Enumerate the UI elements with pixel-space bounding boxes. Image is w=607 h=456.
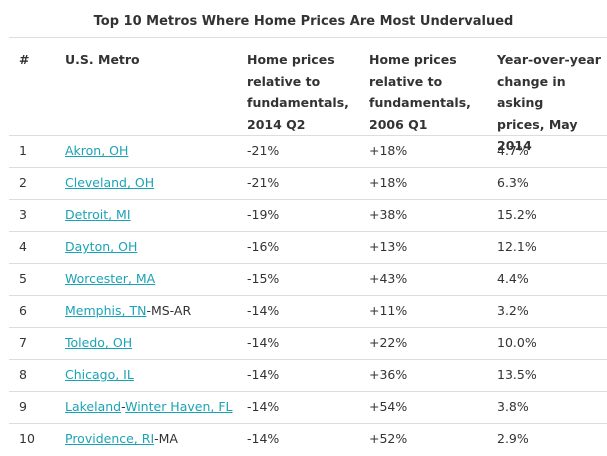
metro-suffix: -MS-AR bbox=[146, 303, 192, 318]
rel-2006-value: +38% bbox=[369, 207, 408, 222]
metro-link[interactable]: Lakeland bbox=[65, 399, 122, 414]
header-yoy: Year-over-year change in asking prices, … bbox=[497, 49, 607, 157]
rel-2014-value: -15% bbox=[247, 271, 280, 286]
metro-link[interactable]: Chicago, IL bbox=[65, 367, 134, 382]
metro-cell: Detroit, MI bbox=[65, 206, 131, 224]
header-top-rule bbox=[9, 37, 607, 38]
table-row: 1 Akron, OH -21% +18% 4.7% bbox=[9, 135, 607, 168]
header-rel-2006-line: relative to bbox=[369, 73, 443, 89]
yoy-value: 12.1% bbox=[497, 239, 537, 254]
header-rel-2006-line: 2006 Q1 bbox=[369, 116, 428, 132]
table-row: 2 Cleveland, OH -21% +18% 6.3% bbox=[9, 167, 607, 200]
metro-link[interactable]: Worcester, MA bbox=[65, 271, 156, 286]
metro-suffix: - bbox=[121, 399, 126, 414]
yoy-value: 4.4% bbox=[497, 271, 529, 286]
rel-2014-value: -16% bbox=[247, 239, 280, 254]
rel-2006-value: +43% bbox=[369, 271, 408, 286]
rel-2014-value: -14% bbox=[247, 367, 280, 382]
metro-cell: Providence, RI-MA bbox=[65, 430, 178, 448]
yoy-value: 3.2% bbox=[497, 303, 529, 318]
header-yoy-line: change in asking bbox=[497, 73, 566, 111]
yoy-value: 4.7% bbox=[497, 143, 529, 158]
row-number: 1 bbox=[19, 143, 27, 158]
row-number: 4 bbox=[19, 239, 27, 254]
metro-cell: Memphis, TN-MS-AR bbox=[65, 302, 191, 320]
header-rel-2014-line: Home prices bbox=[247, 52, 335, 67]
metro-suffix: -MA bbox=[154, 431, 178, 446]
header-rel-2014-line: 2014 Q2 bbox=[247, 116, 306, 132]
rel-2006-value: +52% bbox=[369, 431, 408, 446]
rel-2006-value: +13% bbox=[369, 239, 408, 254]
rel-2014-value: -19% bbox=[247, 207, 280, 222]
header-num: # bbox=[19, 52, 30, 67]
table-row: 3 Detroit, MI -19% +38% 15.2% bbox=[9, 199, 607, 232]
yoy-value: 6.3% bbox=[497, 175, 529, 190]
yoy-value: 13.5% bbox=[497, 367, 537, 382]
header-rel-2014-line: relative to bbox=[247, 73, 321, 89]
metro-link[interactable]: Memphis, TN bbox=[65, 303, 147, 318]
rel-2014-value: -14% bbox=[247, 431, 280, 446]
rel-2006-value: +11% bbox=[369, 303, 408, 318]
rel-2006-value: +18% bbox=[369, 175, 408, 190]
metro-cell: Lakeland-Winter Haven, FL bbox=[65, 398, 232, 416]
header-rel-2014: Home prices relative to fundamentals, 20… bbox=[247, 49, 349, 135]
row-number: 8 bbox=[19, 367, 27, 382]
rel-2006-value: +54% bbox=[369, 399, 408, 414]
yoy-value: 2.9% bbox=[497, 431, 529, 446]
yoy-value: 10.0% bbox=[497, 335, 537, 350]
table-row: 10 Providence, RI-MA -14% +52% 2.9% bbox=[9, 423, 607, 456]
table-row: 5 Worcester, MA -15% +43% 4.4% bbox=[9, 263, 607, 296]
metro-cell: Toledo, OH bbox=[65, 334, 132, 352]
row-number: 5 bbox=[19, 271, 27, 286]
header-yoy-line: Year-over-year bbox=[497, 52, 601, 67]
metro-cell: Cleveland, OH bbox=[65, 174, 154, 192]
rel-2014-value: -21% bbox=[247, 175, 280, 190]
header-yoy-line: prices, May 2014 bbox=[497, 116, 578, 154]
table-row: 9 Lakeland-Winter Haven, FL -14% +54% 3.8% bbox=[9, 391, 607, 424]
rel-2014-value: -14% bbox=[247, 399, 280, 414]
row-number: 10 bbox=[19, 431, 35, 446]
header-metro: U.S. Metro bbox=[65, 52, 140, 67]
metro-link[interactable]: Winter Haven, FL bbox=[125, 399, 233, 414]
header-rel-2014-line: fundamentals, bbox=[247, 95, 349, 110]
metro-link[interactable]: Dayton, OH bbox=[65, 239, 138, 254]
rel-2006-value: +22% bbox=[369, 335, 408, 350]
row-number: 3 bbox=[19, 207, 27, 222]
table-title: Top 10 Metros Where Home Prices Are Most… bbox=[93, 14, 514, 29]
header-rel-2006-line: fundamentals, bbox=[369, 95, 471, 110]
metro-link[interactable]: Cleveland, OH bbox=[65, 175, 155, 190]
metro-link[interactable]: Toledo, OH bbox=[65, 335, 133, 350]
row-number: 9 bbox=[19, 399, 27, 414]
metro-cell: Dayton, OH bbox=[65, 238, 137, 256]
metro-link[interactable]: Detroit, MI bbox=[65, 207, 131, 222]
rel-2014-value: -21% bbox=[247, 143, 280, 158]
rel-2014-value: -14% bbox=[247, 303, 280, 318]
metro-cell: Worcester, MA bbox=[65, 270, 155, 288]
rel-2006-value: +18% bbox=[369, 143, 408, 158]
row-number: 2 bbox=[19, 175, 27, 190]
table-row: 8 Chicago, IL -14% +36% 13.5% bbox=[9, 359, 607, 392]
rel-2014-value: -14% bbox=[247, 335, 280, 350]
table-row: 7 Toledo, OH -14% +22% 10.0% bbox=[9, 327, 607, 360]
header-rel-2006-line: Home prices bbox=[369, 52, 457, 67]
yoy-value: 15.2% bbox=[497, 207, 537, 222]
yoy-value: 3.8% bbox=[497, 399, 529, 414]
metro-cell: Chicago, IL bbox=[65, 366, 134, 384]
table-row: 6 Memphis, TN-MS-AR -14% +11% 3.2% bbox=[9, 295, 607, 328]
metro-link[interactable]: Providence, RI bbox=[65, 431, 155, 446]
metro-link[interactable]: Akron, OH bbox=[65, 143, 129, 158]
rel-2006-value: +36% bbox=[369, 367, 408, 382]
row-number: 6 bbox=[19, 303, 27, 318]
metro-cell: Akron, OH bbox=[65, 142, 128, 160]
row-number: 7 bbox=[19, 335, 27, 350]
table-row: 4 Dayton, OH -16% +13% 12.1% bbox=[9, 231, 607, 264]
header-rel-2006: Home prices relative to fundamentals, 20… bbox=[369, 49, 471, 135]
